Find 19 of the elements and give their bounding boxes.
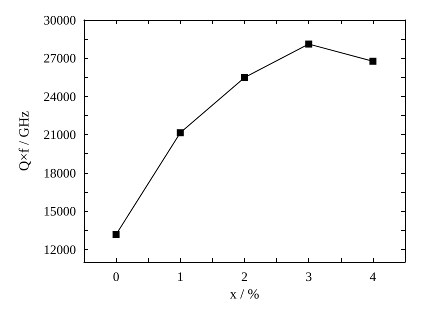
y-tick-label: 12000 <box>44 242 76 257</box>
y-tick-label: 30000 <box>44 12 76 28</box>
y-tick-label: 24000 <box>44 88 76 104</box>
x-tick-label: 3 <box>305 269 312 284</box>
x-tick-label: 1 <box>177 269 184 284</box>
y-tick-label: 27000 <box>44 50 76 66</box>
point <box>241 74 248 82</box>
point <box>369 58 376 65</box>
point <box>176 129 184 136</box>
x-tick-label: 0 <box>112 269 120 284</box>
x-tick-label: 2 <box>241 269 248 284</box>
point <box>305 40 312 48</box>
x-tick-label: 4 <box>370 269 377 284</box>
x-axis-title: x / % <box>230 288 260 302</box>
y-axis-title: Q×f / GHz <box>18 111 32 171</box>
y-tick-label: 18000 <box>44 165 76 180</box>
point <box>112 230 120 238</box>
y-tick-label: 21000 <box>44 127 76 142</box>
y-tick-label: 15000 <box>44 204 76 219</box>
